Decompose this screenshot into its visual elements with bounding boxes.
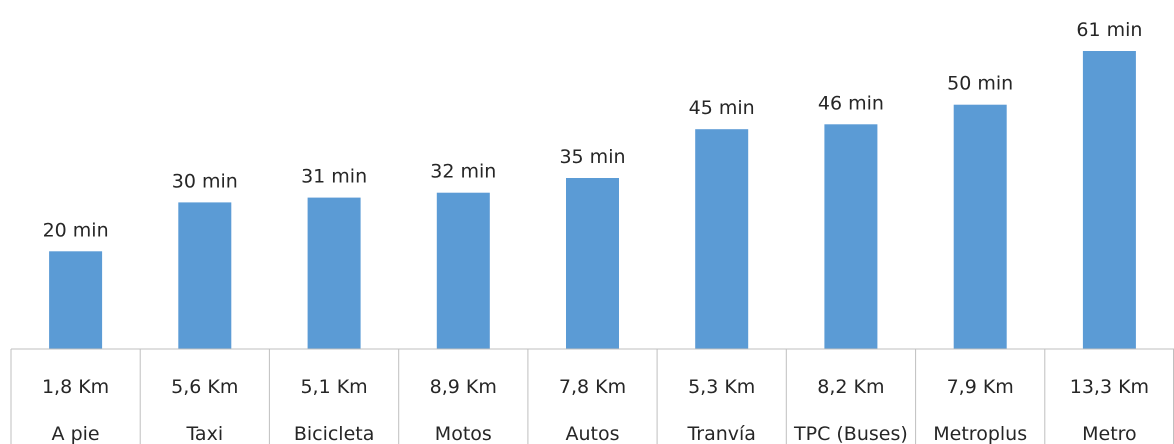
category-label-1: Taxi — [185, 423, 223, 444]
bar-2 — [307, 197, 361, 349]
distance-label-7: 7,9 Km — [947, 376, 1014, 398]
value-label-4: 35 min — [559, 146, 625, 168]
distance-label-2: 5,1 Km — [300, 376, 367, 398]
distance-labels-group: 1,8 Km 5,6 Km 5,1 Km 8,9 Km 7,8 Km 5,3 Km 8,2 … — [42, 376, 1149, 398]
category-label-5: Tranvía — [686, 423, 755, 444]
distance-label-1: 5,6 Km — [171, 376, 238, 398]
distance-label-4: 7,8 Km — [559, 376, 626, 398]
category-label-8: Metro — [1082, 423, 1137, 444]
category-label-7: Metroplus — [933, 423, 1027, 444]
bars-group — [49, 51, 1136, 349]
category-labels-group: A pie Taxi Bicicleta Motos Autos Tranvía TPC (… — [52, 423, 1137, 444]
distance-label-6: 8,2 Km — [817, 376, 884, 398]
category-label-0: A pie — [52, 423, 100, 444]
distance-label-3: 8,9 Km — [430, 376, 497, 398]
value-label-6: 46 min — [818, 92, 884, 114]
distance-label-8: 13,3 Km — [1070, 376, 1149, 398]
bar-1 — [178, 202, 232, 349]
bar-8 — [1082, 51, 1136, 349]
bar-5 — [695, 129, 749, 349]
value-label-1: 30 min — [172, 170, 238, 192]
value-labels-group: 20 min 30 min 31 min 32 min 35 min 45 min 46 m… — [43, 19, 1143, 241]
bar-7 — [953, 104, 1007, 349]
bar-6 — [824, 124, 878, 349]
category-label-6: TPC (Buses) — [793, 423, 908, 444]
value-label-5: 45 min — [689, 97, 755, 119]
category-label-4: Autos — [565, 423, 619, 444]
value-label-2: 31 min — [301, 166, 367, 188]
bar-4 — [566, 178, 619, 349]
bar-0 — [49, 251, 103, 349]
bar-3 — [436, 192, 490, 349]
category-label-2: Bicicleta — [294, 423, 375, 444]
category-table — [10, 348, 1174, 444]
distance-label-0: 1,8 Km — [42, 376, 109, 398]
value-label-8: 61 min — [1076, 19, 1142, 41]
value-label-3: 32 min — [430, 161, 496, 183]
category-label-3: Motos — [435, 423, 492, 444]
value-label-0: 20 min — [43, 219, 109, 241]
value-label-7: 50 min — [947, 73, 1013, 95]
distance-label-5: 5,3 Km — [688, 376, 755, 398]
